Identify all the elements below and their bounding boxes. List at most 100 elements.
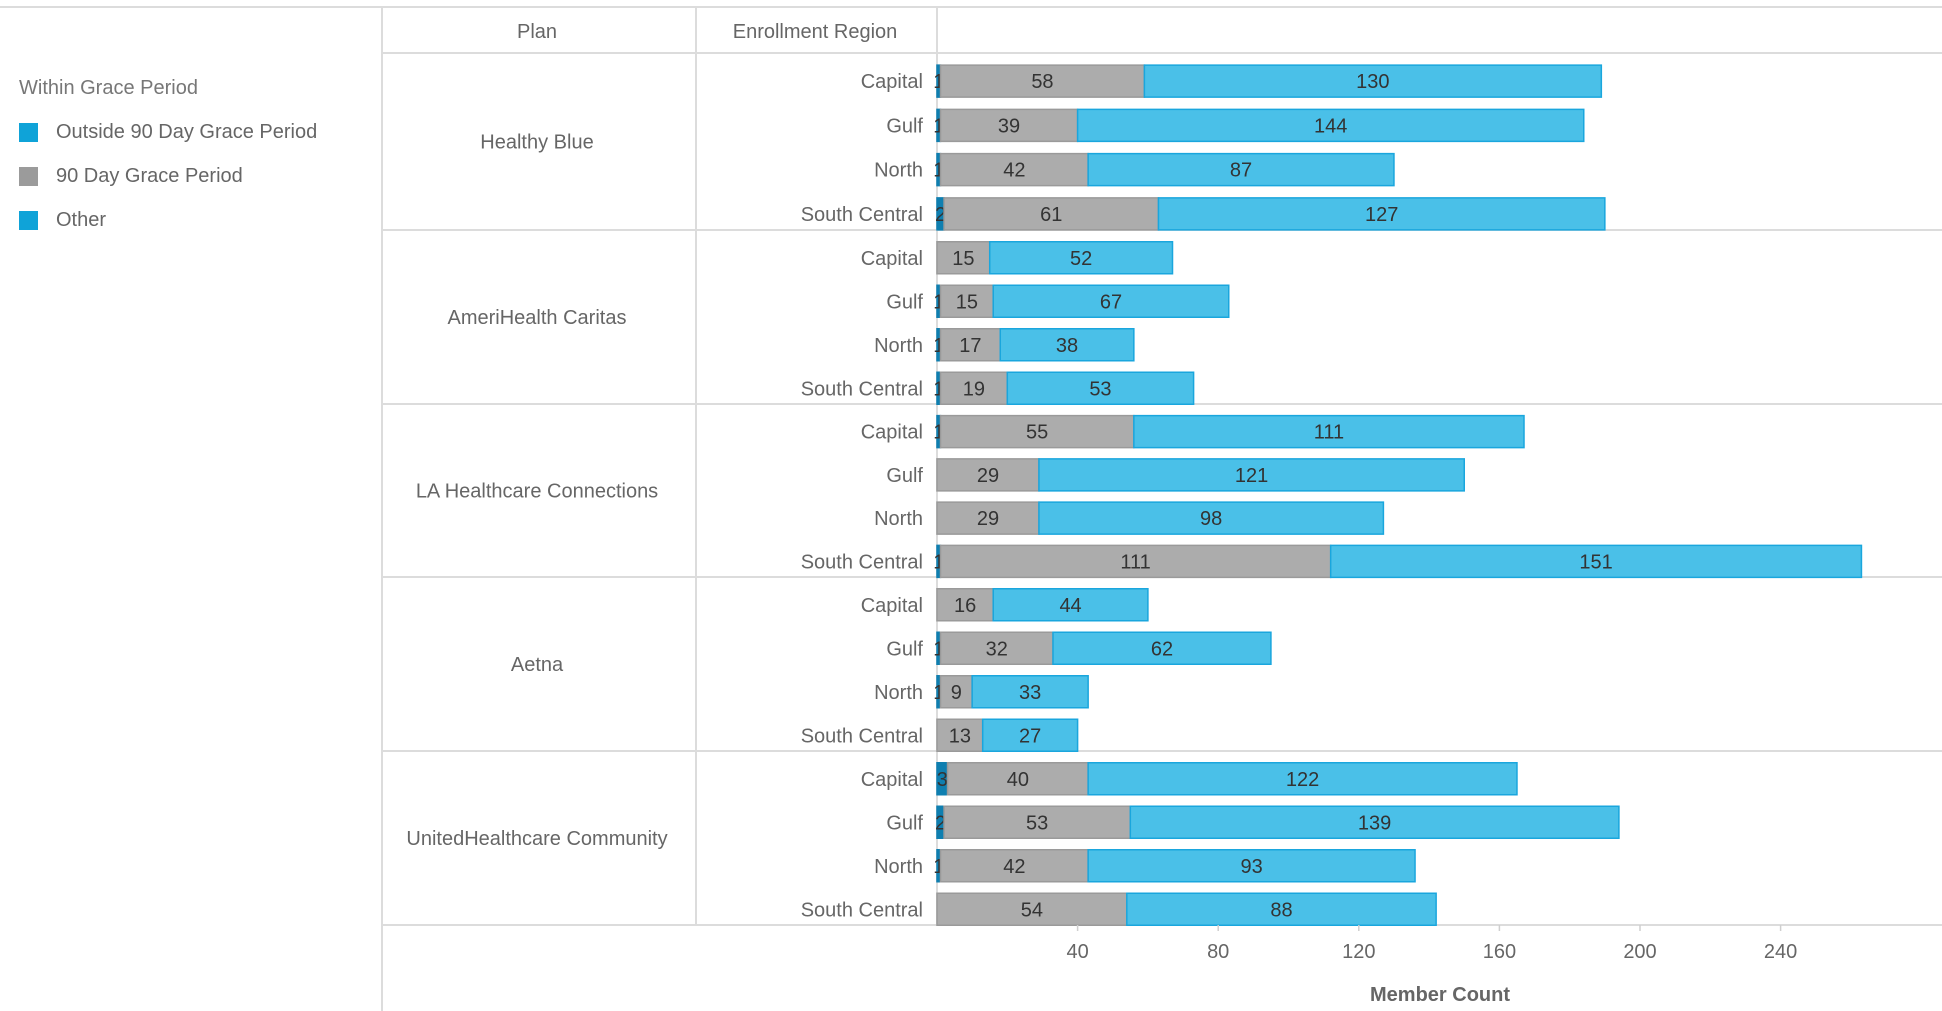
bar-grace-period: [939, 849, 1089, 883]
region-label: North: [874, 682, 923, 704]
data-label: 52: [1070, 248, 1092, 270]
bar-grace-period: [936, 718, 984, 752]
bar-other: [1052, 631, 1272, 665]
data-label: 130: [1356, 71, 1389, 93]
bar-other: [1129, 805, 1620, 839]
data-label: 67: [1100, 291, 1122, 313]
region-label: Capital: [861, 769, 923, 791]
bar-row: South Central 1 19 53: [801, 371, 1195, 405]
data-label: 15: [952, 248, 974, 270]
region-label: North: [874, 335, 923, 357]
data-label: 1: [933, 160, 944, 182]
bar-other: [981, 718, 1079, 752]
plan-group: Aetna Capital 16 44 Gulf 1 32 62 North 1 9 33 South …: [511, 588, 1272, 752]
plan-group: AmeriHealth Caritas Capital 15 52 Gulf 1 15 67 N…: [448, 241, 1230, 405]
bar-row: North 1 42 87: [874, 152, 1395, 187]
plan-group: UnitedHealthcare Community Capital 3 40 122 G…: [406, 762, 1620, 926]
bar-grace-period: [939, 631, 1054, 665]
data-label: 93: [1240, 856, 1262, 878]
x-tick-label: 40: [1066, 941, 1088, 963]
region-label: Gulf: [886, 638, 923, 660]
legend-item-outside[interactable]: Outside 90 Day Grace Period: [19, 120, 317, 144]
bar-row: Capital 15 52: [861, 241, 1174, 275]
data-label: 1: [933, 551, 944, 573]
bar-other: [1329, 544, 1863, 579]
region-label: South Central: [801, 378, 923, 400]
data-label: 9: [951, 682, 962, 704]
data-label: 53: [1026, 812, 1048, 834]
x-axis-title: Member Count: [1370, 984, 1510, 1006]
bar-row: Capital 3 40 122: [861, 762, 1518, 796]
data-label: 98: [1200, 508, 1222, 530]
bar-other: [1006, 371, 1195, 405]
legend-swatch-other: [19, 210, 38, 230]
bar-row: Gulf 1 39 144: [886, 108, 1585, 143]
data-label: 27: [1019, 725, 1041, 747]
data-label: 1: [933, 71, 944, 93]
data-label: 58: [1031, 71, 1053, 93]
data-label: 111: [1314, 422, 1344, 444]
bar-other: [1087, 762, 1518, 796]
bar-other: [1143, 64, 1603, 98]
data-label: 2: [935, 204, 946, 226]
data-label: 111: [1120, 551, 1150, 573]
data-label: 127: [1365, 204, 1398, 226]
data-label: 121: [1235, 465, 1268, 487]
region-label: South Central: [801, 551, 923, 573]
legend-item-other[interactable]: Other: [19, 208, 106, 232]
data-label: 33: [1019, 682, 1041, 704]
data-label: 19: [963, 378, 985, 400]
bar-row: North 1 17 38: [874, 328, 1135, 362]
data-label: 15: [956, 291, 978, 313]
data-label: 151: [1579, 551, 1612, 573]
bar-grace-period: [943, 805, 1132, 839]
region-label: South Central: [801, 204, 923, 226]
region-label: South Central: [801, 899, 923, 921]
region-label: Capital: [861, 422, 923, 444]
data-label: 122: [1286, 769, 1319, 791]
region-label: Gulf: [886, 465, 923, 487]
bar-other: [992, 284, 1230, 318]
plan-label: Aetna: [511, 654, 564, 676]
bar-row: South Central 2 61 127: [801, 197, 1606, 231]
legend-item-grace[interactable]: 90 Day Grace Period: [19, 164, 243, 188]
region-label: South Central: [801, 725, 923, 747]
data-label: 17: [959, 335, 981, 357]
bar-grace-period: [936, 241, 991, 275]
plan-column-header: Plan: [517, 21, 557, 43]
bar-other: [1087, 152, 1395, 187]
region-label: Capital: [861, 71, 923, 93]
bar-other: [971, 675, 1089, 709]
bar-grace-period: [939, 152, 1089, 187]
bar-grace-period: [936, 501, 1040, 535]
data-label: 29: [977, 508, 999, 530]
data-label: 3: [937, 769, 948, 791]
bar-row: Gulf 2 53 139: [886, 805, 1620, 839]
bar-row: South Central 54 88: [801, 892, 1437, 926]
bar-grace-period: [936, 892, 1128, 926]
data-label: 1: [933, 378, 944, 400]
data-label: 1: [933, 335, 944, 357]
x-axis: 40 80 120 160 200 240: [1066, 925, 1797, 963]
data-label: 1: [933, 638, 944, 660]
bar-row: Capital 1 55 111: [861, 414, 1525, 449]
legend-swatch-grace: [19, 166, 38, 186]
bar-row: Capital 1 58 130: [861, 64, 1603, 98]
data-label: 87: [1230, 160, 1252, 182]
plan-label: Healthy Blue: [480, 132, 593, 154]
bar-other: [1087, 849, 1416, 883]
bar-other: [1076, 108, 1585, 143]
x-tick-label: 80: [1207, 941, 1229, 963]
data-label: 40: [1007, 769, 1029, 791]
legend-label-other: Other: [56, 208, 107, 231]
plan-label: UnitedHealthcare Community: [406, 828, 667, 850]
legend-label-grace: 90 Day Grace Period: [56, 164, 243, 187]
chart-rows: Healthy Blue Capital 1 58 130 Gulf 1 39 144 North…: [406, 64, 1863, 926]
region-label: Capital: [861, 248, 923, 270]
data-label: 61: [1040, 204, 1062, 226]
data-label: 1: [933, 682, 944, 704]
data-label: 62: [1151, 638, 1173, 660]
x-tick-label: 160: [1483, 941, 1516, 963]
data-label: 38: [1056, 335, 1078, 357]
